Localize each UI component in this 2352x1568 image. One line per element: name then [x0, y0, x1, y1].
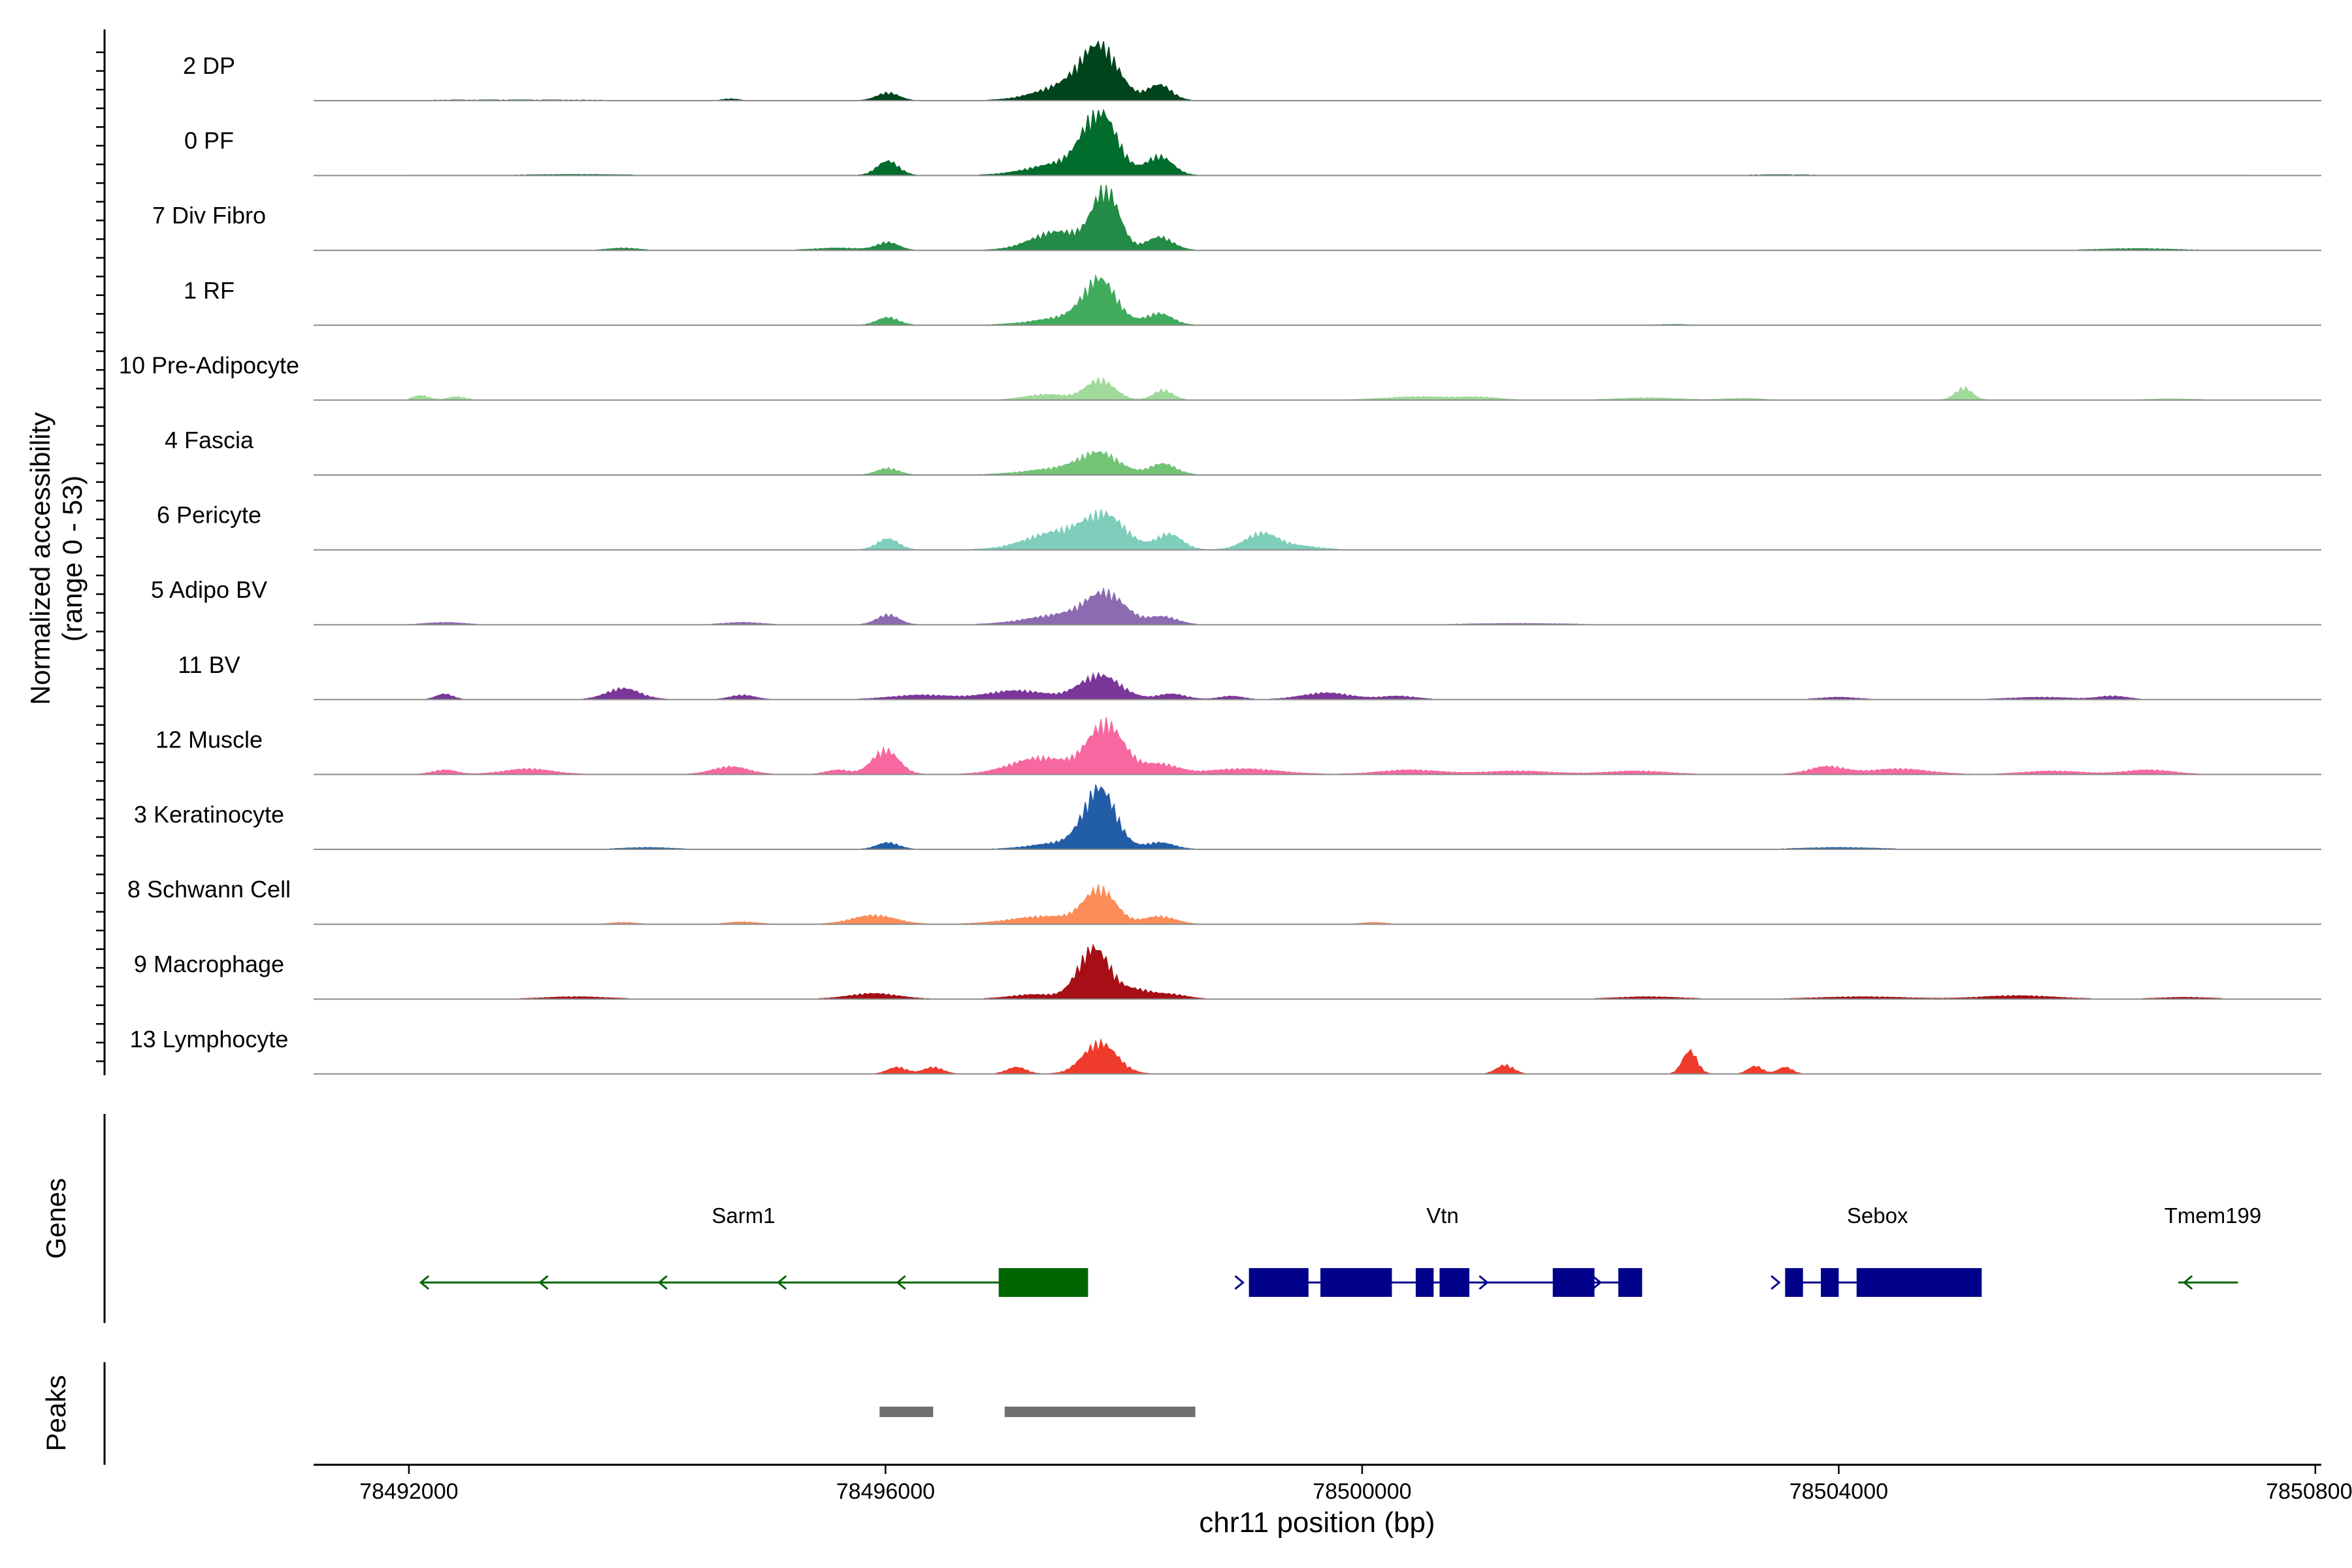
gene-sarm1: Sarm1 — [419, 1203, 1088, 1297]
track-7: 5 Adipo BV — [151, 576, 2321, 626]
gene-label: Sebox — [1847, 1203, 1908, 1228]
track-4: 10 Pre-Adipocyte — [119, 351, 2321, 401]
strand-arrow — [776, 1275, 787, 1290]
strand-arrow — [2182, 1275, 2193, 1290]
gene-vtn: Vtn — [1234, 1203, 1642, 1297]
gene-label: Vtn — [1426, 1203, 1459, 1228]
coverage-area — [408, 717, 2244, 776]
y-axis — [96, 29, 106, 1075]
gene-exon — [1785, 1268, 1803, 1297]
x-axis-title: chr11 position (bp) — [1199, 1507, 1435, 1539]
track-label: 8 Schwann Cell — [127, 876, 291, 903]
x-tick-label: 78508000 — [2266, 1479, 2352, 1504]
strand-arrow — [1234, 1275, 1245, 1290]
peak-region — [1004, 1407, 1196, 1417]
x-tick-label: 78500000 — [1313, 1479, 1411, 1504]
coverage-tracks: 2 DP 0 PF 7 Div Fibro 1 RF 10 Pre-Adipocyte 4… — [119, 40, 2321, 1075]
gene-tmem199: Tmem199 — [2164, 1203, 2262, 1290]
track-label: 11 BV — [178, 651, 240, 678]
track-label: 10 Pre-Adipocyte — [119, 351, 299, 378]
x-tick-label: 78504000 — [1789, 1479, 1888, 1504]
genes-track: Sarm1 Vtn Sebox Tmem199 — [419, 1203, 2262, 1297]
track-label: 3 Keratinocyte — [134, 801, 284, 828]
strand-arrow — [419, 1275, 430, 1290]
coverage-area — [408, 943, 2244, 1000]
peaks-track — [879, 1407, 1196, 1417]
gene-exon — [1856, 1268, 1982, 1297]
gene-exon — [1320, 1268, 1392, 1297]
genes-track-title: Genes — [41, 1178, 71, 1259]
x-tick-label: 78496000 — [836, 1479, 935, 1504]
gene-sebox: Sebox — [1771, 1203, 1982, 1297]
track-label: 5 Adipo BV — [151, 576, 267, 603]
strand-arrow — [538, 1275, 549, 1290]
coverage-area — [408, 1037, 2244, 1075]
coverage-area — [408, 587, 2244, 625]
peak-region — [879, 1407, 934, 1417]
track-12: 9 Macrophage — [134, 943, 2321, 1000]
track-label: 7 Div Fibro — [152, 202, 266, 229]
x-axis: 78492000 78496000 78500000 78504000 78508000 — [314, 1463, 2352, 1504]
track-8: 11 BV — [178, 651, 2321, 700]
coverage-area — [408, 376, 2244, 401]
coverage-area — [408, 40, 2244, 101]
track-9: 12 Muscle — [155, 717, 2321, 776]
gene-label: Tmem199 — [2164, 1203, 2262, 1228]
coverage-area — [408, 274, 2244, 326]
track-13: 13 Lymphocyte — [130, 1026, 2321, 1075]
track-6: 6 Pericyte — [157, 502, 2321, 551]
strand-arrow — [657, 1275, 668, 1290]
y-axis-title: Normalized accessibility — [25, 412, 56, 705]
track-5: 4 Fascia — [165, 427, 2321, 476]
coverage-area — [408, 784, 2244, 850]
track-11: 8 Schwann Cell — [127, 876, 2321, 925]
strand-arrow — [1478, 1275, 1489, 1290]
gene-exon — [998, 1268, 1088, 1297]
coverage-area — [408, 671, 2244, 700]
peaks-track-title: Peaks — [41, 1375, 71, 1452]
gene-exon — [1415, 1268, 1434, 1297]
track-0: 2 DP — [183, 40, 2321, 101]
coverage-area — [408, 450, 2244, 476]
gene-exon — [1552, 1268, 1595, 1297]
track-label: 4 Fascia — [165, 427, 254, 453]
track-label: 0 PF — [184, 127, 234, 154]
track-3: 1 RF — [184, 274, 2321, 326]
coverage-area — [408, 509, 2244, 551]
coverage-area — [408, 185, 2244, 251]
track-2: 7 Div Fibro — [152, 185, 2321, 252]
gene-exon — [1821, 1268, 1839, 1297]
x-tick-label: 78492000 — [359, 1479, 458, 1504]
gene-exon — [1249, 1268, 1309, 1297]
gene-label: Sarm1 — [711, 1203, 775, 1228]
track-label: 2 DP — [183, 52, 235, 79]
gene-exon — [1618, 1268, 1642, 1297]
y-axis-subtitle: (range 0 - 53) — [57, 476, 88, 642]
strand-arrow — [1771, 1275, 1781, 1290]
track-label: 6 Pericyte — [157, 502, 261, 529]
track-label: 12 Muscle — [155, 726, 263, 753]
strand-arrow — [896, 1275, 906, 1290]
gene-exon — [1439, 1268, 1470, 1297]
track-10: 3 Keratinocyte — [134, 784, 2321, 850]
coverage-area — [408, 884, 2244, 925]
coverage-area — [408, 108, 2244, 176]
track-1: 0 PF — [184, 108, 2321, 176]
track-label: 1 RF — [184, 277, 235, 304]
strand-arrow — [1592, 1275, 1602, 1290]
track-label: 13 Lymphocyte — [130, 1026, 289, 1053]
track-label: 9 Macrophage — [134, 951, 284, 977]
